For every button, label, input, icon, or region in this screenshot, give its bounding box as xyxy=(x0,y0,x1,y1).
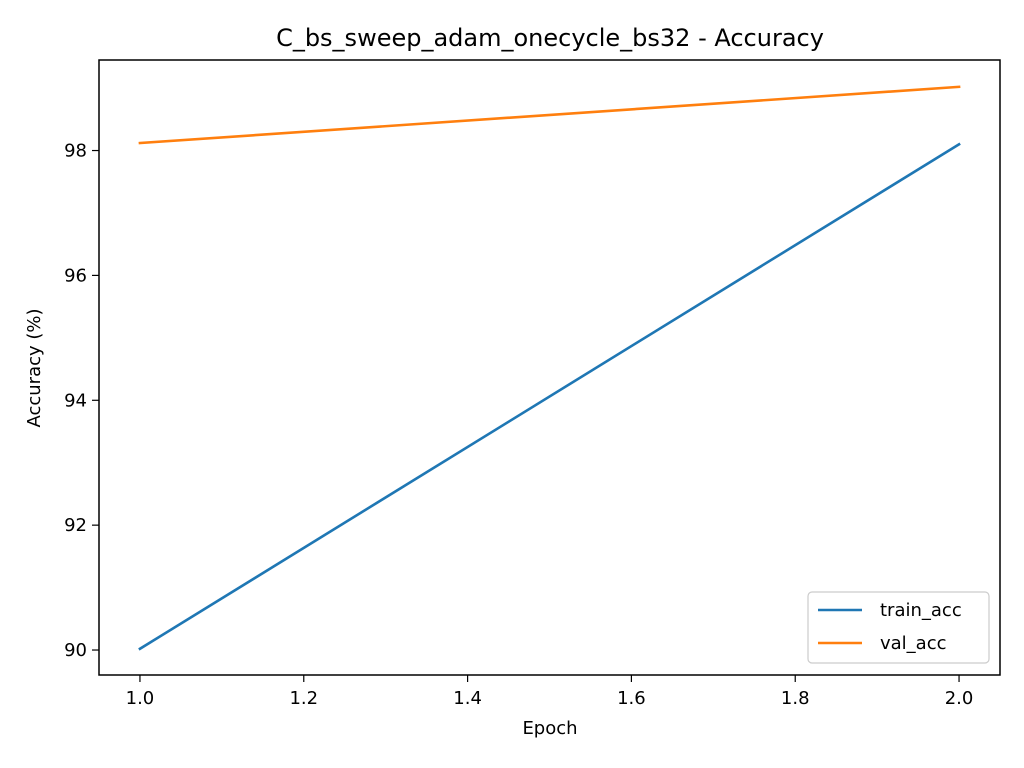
series-line-val-acc xyxy=(138,85,961,145)
x-axis: 1.0 1.2 1.4 1.6 1.8 2.0 xyxy=(126,675,974,709)
x-tick-label: 2.0 xyxy=(945,688,974,709)
x-tick-label: 1.2 xyxy=(289,688,318,709)
legend-label-train-acc: train_acc xyxy=(880,600,962,621)
y-tick-label: 96 xyxy=(64,265,87,286)
y-tick-label: 94 xyxy=(64,390,87,411)
y-tick-label: 90 xyxy=(64,640,87,661)
x-tick-label: 1.6 xyxy=(617,688,646,709)
y-tick-label: 98 xyxy=(64,141,87,162)
x-tick-label: 1.8 xyxy=(781,688,810,709)
series-lines xyxy=(138,85,961,651)
legend-label-val-acc: val_acc xyxy=(880,633,947,654)
x-tick-label: 1.4 xyxy=(453,688,482,709)
series-line-train-acc xyxy=(138,142,961,651)
y-axis: 90 92 94 96 98 xyxy=(64,141,99,661)
x-tick-label: 1.0 xyxy=(126,688,155,709)
y-tick-label: 92 xyxy=(64,515,87,536)
y-axis-label: Accuracy (%) xyxy=(24,308,45,427)
x-axis-label: Epoch xyxy=(522,718,577,739)
chart-title: C_bs_sweep_adam_onecycle_bs32 - Accuracy xyxy=(276,24,824,52)
plot-frame xyxy=(98,59,1001,676)
plot-area xyxy=(98,59,1001,676)
legend: train_acc val_acc xyxy=(807,591,990,664)
